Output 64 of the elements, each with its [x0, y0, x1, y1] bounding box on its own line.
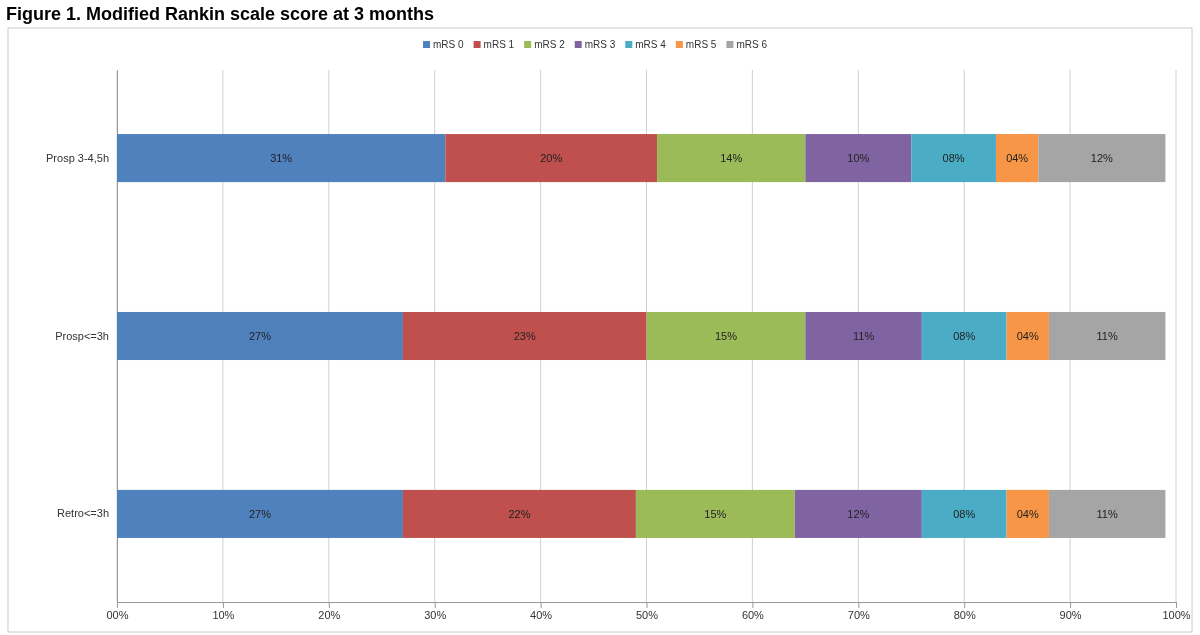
- legend-label: mRS 5: [685, 39, 717, 50]
- data-label: 27%: [248, 330, 272, 342]
- bar: [805, 311, 922, 361]
- bar: [794, 489, 922, 538]
- bar: [117, 311, 403, 361]
- legend-label: mRS 3: [584, 39, 616, 50]
- y-tick-label: Prosp<=3h: [55, 329, 109, 342]
- data-label: 15%: [704, 507, 727, 520]
- data-label: 11%: [1096, 507, 1118, 520]
- data-label: 22%: [508, 507, 531, 520]
- x-tick-label: 60%: [741, 608, 765, 621]
- bar: [911, 134, 996, 183]
- legend-label: mRS 4: [635, 39, 667, 50]
- y-tick-label: Retro<=3h: [57, 507, 109, 520]
- data-label: 10%: [847, 152, 870, 165]
- y-tick-label: Prosp 3-4,5h: [46, 151, 109, 164]
- data-label: 23%: [513, 330, 536, 342]
- bar: [1038, 134, 1166, 183]
- data-label: 27%: [248, 507, 272, 520]
- legend-label: mRS 2: [534, 39, 566, 50]
- data-label: 11%: [1096, 330, 1118, 342]
- x-tick-label: 70%: [847, 608, 871, 621]
- data-label: 04%: [1016, 330, 1039, 342]
- bar: [1048, 489, 1166, 538]
- data-label: 12%: [847, 507, 870, 520]
- bar: [635, 489, 795, 538]
- bar: [402, 311, 647, 361]
- bar: [1006, 489, 1049, 538]
- bar: [921, 311, 1007, 361]
- bar: [1006, 311, 1049, 361]
- data-label: 08%: [953, 330, 976, 342]
- data-label: 31%: [270, 152, 293, 165]
- data-label: 08%: [942, 152, 965, 165]
- bar: [995, 134, 1039, 183]
- data-label: 14%: [720, 152, 743, 165]
- bar: [646, 311, 806, 361]
- x-tick-label: 80%: [953, 608, 976, 621]
- bar: [921, 489, 1007, 538]
- x-tick-label: 50%: [635, 608, 659, 621]
- data-label: 08%: [953, 507, 976, 520]
- data-label: 20%: [540, 152, 563, 165]
- x-tick-label: 30%: [424, 608, 447, 621]
- bar: [445, 134, 658, 183]
- data-label: 15%: [714, 330, 738, 342]
- data-label: 04%: [1016, 507, 1039, 520]
- bar: [117, 489, 403, 538]
- data-label: 04%: [1006, 152, 1029, 165]
- data-label: 11%: [852, 330, 875, 342]
- x-tick-label: 40%: [530, 608, 553, 621]
- legend-label: mRS 0: [433, 39, 465, 50]
- data-label: 12%: [1090, 152, 1114, 165]
- bar: [117, 134, 446, 183]
- bar: [402, 489, 636, 538]
- legend-label: mRS 1: [483, 39, 515, 50]
- legend-label: mRS 6: [736, 39, 768, 50]
- x-tick-label: 00%: [106, 608, 129, 621]
- x-tick-label: 90%: [1059, 608, 1082, 621]
- x-tick-label: 10%: [212, 608, 235, 621]
- bar: [657, 134, 806, 183]
- bar: [1048, 311, 1166, 361]
- chart-title: Figure 1. Modified Rankin scale score at 3 months: [6, 4, 435, 24]
- x-tick-label: 100%: [1162, 608, 1191, 621]
- x-tick-label: 20%: [318, 608, 341, 621]
- bar: [805, 134, 912, 183]
